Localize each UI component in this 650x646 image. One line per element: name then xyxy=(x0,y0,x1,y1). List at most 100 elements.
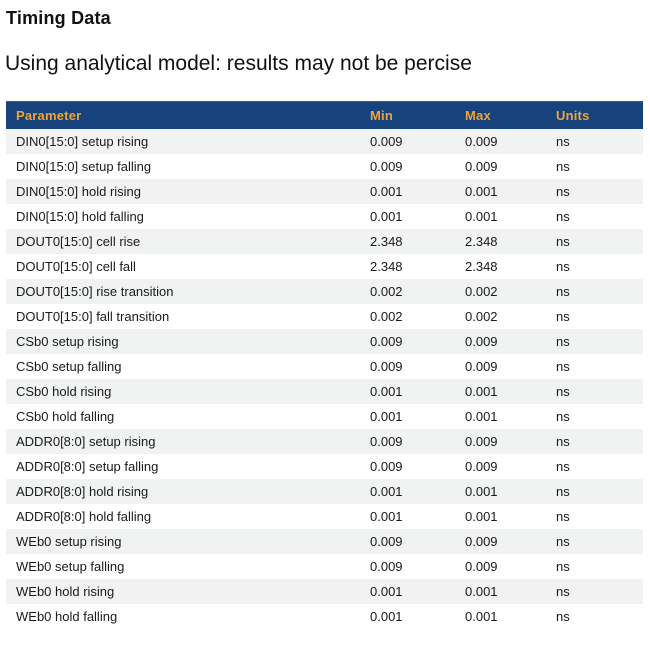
parameter-cell: ADDR0[8:0] hold falling xyxy=(6,503,360,529)
min-cell: 0.002 xyxy=(360,278,455,304)
parameter-cell: ADDR0[8:0] hold rising xyxy=(6,478,360,504)
min-cell: 0.009 xyxy=(360,428,455,454)
max-cell: 0.009 xyxy=(455,528,546,554)
max-cell: 0.009 xyxy=(455,553,546,579)
min-cell: 0.009 xyxy=(360,453,455,479)
units-cell: ns xyxy=(546,453,643,479)
min-cell: 0.009 xyxy=(360,328,455,354)
min-cell: 0.001 xyxy=(360,603,455,629)
units-cell: ns xyxy=(546,503,643,529)
table-header-row: Parameter Min Max Units xyxy=(6,101,643,129)
max-cell: 2.348 xyxy=(455,228,546,254)
units-cell: ns xyxy=(546,153,643,179)
max-cell: 0.001 xyxy=(455,578,546,604)
table-row: ADDR0[8:0] setup rising 0.009 0.009 ns xyxy=(6,428,643,454)
min-cell: 0.009 xyxy=(360,528,455,554)
min-cell: 0.001 xyxy=(360,578,455,604)
table-row: ADDR0[8:0] setup falling 0.009 0.009 ns xyxy=(6,453,643,479)
column-header-parameter: Parameter xyxy=(6,101,360,129)
parameter-cell: ADDR0[8:0] setup falling xyxy=(6,453,360,479)
table-row: DIN0[15:0] setup falling 0.009 0.009 ns xyxy=(6,153,643,179)
table-row: DIN0[15:0] setup rising 0.009 0.009 ns xyxy=(6,128,643,154)
units-cell: ns xyxy=(546,378,643,404)
units-cell: ns xyxy=(546,178,643,204)
units-cell: ns xyxy=(546,578,643,604)
units-cell: ns xyxy=(546,553,643,579)
max-cell: 0.002 xyxy=(455,278,546,304)
max-cell: 0.009 xyxy=(455,453,546,479)
parameter-cell: WEb0 setup rising xyxy=(6,528,360,554)
table-row: CSb0 setup rising 0.009 0.009 ns xyxy=(6,328,643,354)
table-body: DIN0[15:0] setup rising 0.009 0.009 ns DIN0[… xyxy=(6,128,643,629)
min-cell: 0.009 xyxy=(360,128,455,154)
min-cell: 0.001 xyxy=(360,478,455,504)
max-cell: 0.002 xyxy=(455,303,546,329)
max-cell: 0.001 xyxy=(455,378,546,404)
min-cell: 0.001 xyxy=(360,378,455,404)
units-cell: ns xyxy=(546,478,643,504)
table-row: WEb0 setup rising 0.009 0.009 ns xyxy=(6,528,643,554)
max-cell: 2.348 xyxy=(455,253,546,279)
parameter-cell: DIN0[15:0] hold falling xyxy=(6,203,360,229)
column-header-min: Min xyxy=(360,101,455,129)
table-row: CSb0 hold rising 0.001 0.001 ns xyxy=(6,378,643,404)
units-cell: ns xyxy=(546,328,643,354)
page-subtitle: Using analytical model: results may not … xyxy=(5,52,472,75)
parameter-cell: DIN0[15:0] setup rising xyxy=(6,128,360,154)
max-cell: 0.001 xyxy=(455,503,546,529)
min-cell: 0.009 xyxy=(360,153,455,179)
parameter-cell: DOUT0[15:0] cell fall xyxy=(6,253,360,279)
parameter-cell: DOUT0[15:0] rise transition xyxy=(6,278,360,304)
max-cell: 0.009 xyxy=(455,153,546,179)
max-cell: 0.001 xyxy=(455,603,546,629)
min-cell: 0.001 xyxy=(360,178,455,204)
table-row: DOUT0[15:0] cell rise 2.348 2.348 ns xyxy=(6,228,643,254)
min-cell: 2.348 xyxy=(360,253,455,279)
min-cell: 0.001 xyxy=(360,203,455,229)
units-cell: ns xyxy=(546,428,643,454)
parameter-cell: DOUT0[15:0] fall transition xyxy=(6,303,360,329)
column-header-units: Units xyxy=(546,101,643,129)
max-cell: 0.009 xyxy=(455,128,546,154)
max-cell: 0.009 xyxy=(455,353,546,379)
units-cell: ns xyxy=(546,603,643,629)
parameter-cell: DIN0[15:0] hold rising xyxy=(6,178,360,204)
max-cell: 0.001 xyxy=(455,478,546,504)
max-cell: 0.001 xyxy=(455,178,546,204)
parameter-cell: CSb0 setup falling xyxy=(6,353,360,379)
max-cell: 0.001 xyxy=(455,203,546,229)
table-row: ADDR0[8:0] hold falling 0.001 0.001 ns xyxy=(6,503,643,529)
table-row: DOUT0[15:0] rise transition 0.002 0.002 ns xyxy=(6,278,643,304)
parameter-cell: DOUT0[15:0] cell rise xyxy=(6,228,360,254)
page-title: Timing Data xyxy=(6,8,111,28)
max-cell: 0.009 xyxy=(455,328,546,354)
table-row: DOUT0[15:0] fall transition 0.002 0.002 ns xyxy=(6,303,643,329)
min-cell: 0.001 xyxy=(360,503,455,529)
max-cell: 0.009 xyxy=(455,428,546,454)
min-cell: 0.002 xyxy=(360,303,455,329)
parameter-cell: CSb0 hold falling xyxy=(6,403,360,429)
parameter-cell: CSb0 setup rising xyxy=(6,328,360,354)
table-row: CSb0 setup falling 0.009 0.009 ns xyxy=(6,353,643,379)
units-cell: ns xyxy=(546,203,643,229)
parameter-cell: CSb0 hold rising xyxy=(6,378,360,404)
parameter-cell: WEb0 setup falling xyxy=(6,553,360,579)
min-cell: 0.009 xyxy=(360,353,455,379)
table-row: CSb0 hold falling 0.001 0.001 ns xyxy=(6,403,643,429)
table-row: DOUT0[15:0] cell fall 2.348 2.348 ns xyxy=(6,253,643,279)
parameter-cell: ADDR0[8:0] setup rising xyxy=(6,428,360,454)
units-cell: ns xyxy=(546,528,643,554)
table-row: ADDR0[8:0] hold rising 0.001 0.001 ns xyxy=(6,478,643,504)
column-header-max: Max xyxy=(455,101,546,129)
parameter-cell: DIN0[15:0] setup falling xyxy=(6,153,360,179)
units-cell: ns xyxy=(546,303,643,329)
table-row: DIN0[15:0] hold falling 0.001 0.001 ns xyxy=(6,203,643,229)
units-cell: ns xyxy=(546,128,643,154)
parameter-cell: WEb0 hold falling xyxy=(6,603,360,629)
units-cell: ns xyxy=(546,403,643,429)
min-cell: 0.001 xyxy=(360,403,455,429)
timing-data-table: Parameter Min Max Units DIN0[15:0] setup… xyxy=(6,101,643,629)
units-cell: ns xyxy=(546,353,643,379)
units-cell: ns xyxy=(546,278,643,304)
